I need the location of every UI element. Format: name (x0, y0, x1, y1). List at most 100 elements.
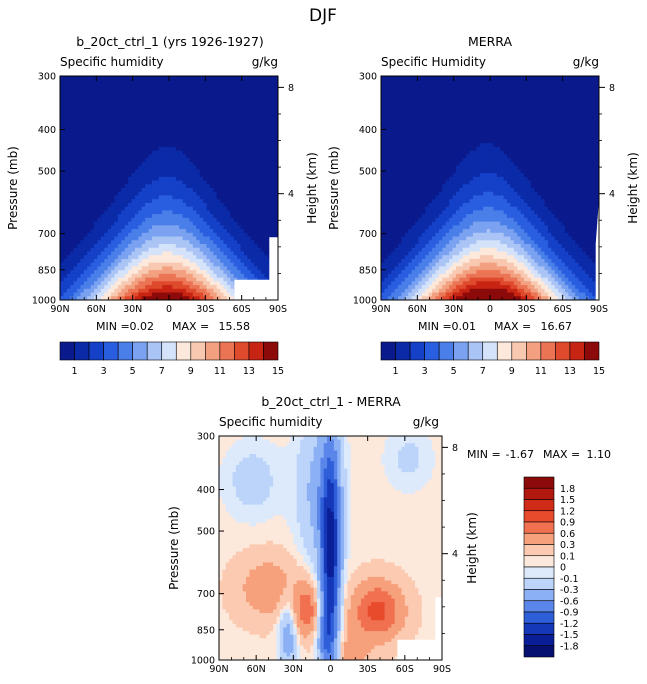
humidity-cell (60, 266, 65, 271)
humidity-cell (73, 266, 78, 271)
humidity-cell (459, 83, 464, 88)
humidity-cell (117, 195, 122, 200)
humidity-cell (398, 83, 403, 88)
humidity-cell (411, 109, 416, 114)
humidity-cell (179, 180, 184, 185)
humidity-cell (472, 76, 477, 81)
humidity-cell (469, 76, 474, 81)
humidity-cell (233, 270, 238, 275)
humidity-cell (186, 214, 191, 219)
humidity-cell (165, 139, 170, 144)
humidity-cell (462, 105, 467, 111)
humidity-cell (83, 221, 88, 226)
humidity-cell (141, 262, 146, 267)
humidity-cell (490, 87, 495, 92)
humidity-cell (254, 225, 259, 230)
humidity-cell (267, 176, 272, 182)
humidity-cell (233, 98, 238, 103)
humidity-cell (148, 281, 153, 286)
humidity-cell (94, 113, 99, 118)
humidity-cell (274, 202, 278, 208)
humidity-cell (90, 225, 95, 230)
humidity-cell (83, 225, 88, 230)
humidity-cell (223, 255, 228, 260)
humidity-cell (547, 120, 552, 126)
humidity-cell (145, 232, 150, 238)
humidity-cell (145, 240, 150, 245)
humidity-cell (216, 221, 221, 226)
humidity-cell (155, 285, 160, 290)
humidity-cell (575, 120, 580, 126)
humidity-cell (117, 102, 122, 107)
y-tick-label: 400 (38, 125, 56, 136)
humidity-cell (510, 117, 515, 122)
humidity-cell (500, 98, 505, 103)
humidity-cell (274, 169, 278, 174)
humidity-cell (165, 165, 170, 170)
humidity-cell (172, 288, 177, 294)
humidity-cell (162, 173, 167, 178)
humidity-cell (213, 244, 218, 249)
humidity-cell (100, 202, 105, 208)
humidity-cell (500, 79, 505, 85)
humidity-cell (172, 270, 177, 275)
humidity-cell (401, 120, 406, 126)
humidity-cell (264, 109, 269, 114)
humidity-cell (87, 102, 92, 107)
humidity-cell (558, 128, 563, 133)
humidity-cell (73, 255, 78, 260)
humidity-cell (111, 195, 116, 200)
humidity-cell (104, 87, 109, 92)
humidity-cell (134, 87, 139, 92)
humidity-cell (209, 206, 214, 211)
humidity-cell (537, 109, 542, 114)
humidity-cell (254, 128, 259, 133)
humidity-cell (124, 273, 129, 279)
humidity-cell (192, 176, 197, 182)
humidity-cell (169, 139, 174, 144)
humidity-cell (63, 266, 68, 271)
humidity-cell (111, 105, 116, 111)
humidity-cell (186, 288, 191, 294)
humidity-cell (271, 154, 276, 159)
humidity-cell (274, 117, 278, 122)
humidity-cell (100, 258, 105, 264)
humidity-cell (564, 117, 569, 122)
humidity-cell (524, 128, 529, 133)
humidity-cell (592, 79, 597, 85)
humidity-cell (541, 83, 546, 88)
humidity-cell (203, 158, 208, 163)
humidity-cell (517, 132, 522, 137)
humidity-cell (80, 176, 85, 182)
humidity-cell (223, 132, 228, 137)
humidity-cell (179, 139, 184, 144)
humidity-cell (561, 128, 566, 133)
humidity-cell (162, 180, 167, 185)
humidity-cell (104, 102, 109, 107)
humidity-cell (111, 262, 116, 267)
humidity-cell (196, 262, 201, 267)
humidity-cell (141, 273, 146, 279)
humidity-cell (162, 206, 167, 211)
humidity-cell (520, 128, 525, 133)
humidity-cell (175, 146, 180, 152)
humidity-cell (80, 199, 85, 204)
humidity-cell (230, 285, 235, 290)
humidity-cell (541, 105, 546, 111)
humidity-cell (179, 90, 184, 96)
humidity-cell (158, 184, 163, 189)
humidity-cell (203, 146, 208, 152)
humidity-cell (554, 87, 559, 92)
humidity-cell (100, 277, 105, 282)
humidity-cell (196, 202, 201, 208)
humidity-cell (257, 79, 262, 85)
humidity-cell (63, 113, 68, 118)
humidity-cell (462, 98, 467, 103)
humidity-cell (111, 135, 116, 141)
humidity-cell (418, 117, 423, 122)
humidity-cell (117, 266, 122, 271)
humidity-cell (490, 120, 495, 126)
humidity-cell (158, 109, 163, 114)
humidity-cell (223, 273, 228, 279)
humidity-cell (134, 161, 139, 167)
